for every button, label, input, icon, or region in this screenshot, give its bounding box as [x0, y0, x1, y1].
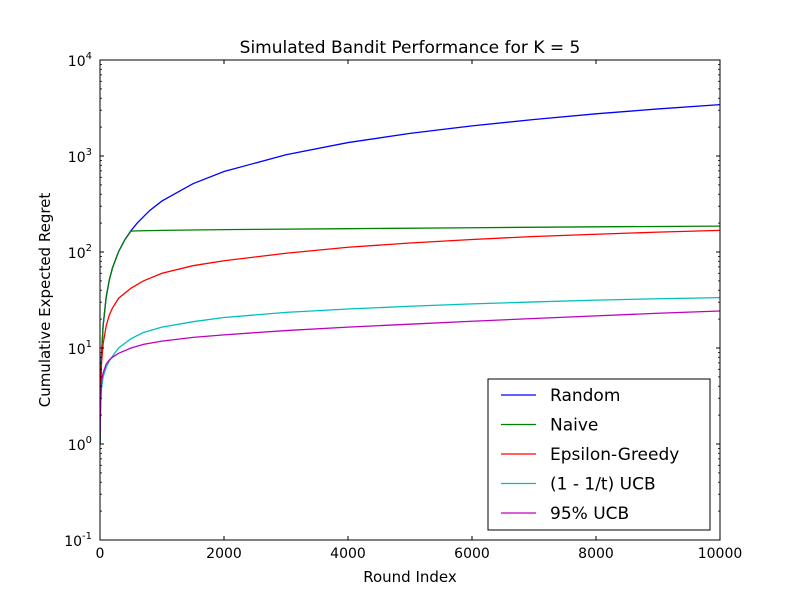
legend-label-1: Naive — [550, 416, 598, 436]
y-tick-label: 10-1 — [64, 531, 92, 550]
x-tick-label: 2000 — [206, 546, 242, 562]
x-tick-label: 8000 — [578, 546, 614, 562]
legend: Random Naive Epsilon-Greedy (1 - 1/t) UCB 95… — [487, 378, 711, 531]
series-line-3 — [100, 296, 720, 437]
y-tick-label: 103 — [68, 147, 92, 166]
series-line-2 — [100, 229, 720, 428]
x-axis-label: Round Index — [363, 568, 457, 586]
legend-label-3: (1 - 1/t) UCB — [550, 475, 656, 495]
series-line-4 — [100, 310, 720, 437]
y-axis-label: Cumulative Expected Regret — [36, 193, 54, 408]
y-tick-label: 102 — [68, 243, 92, 262]
plot-frame — [99, 59, 721, 541]
legend-label-0: Random — [550, 386, 620, 406]
y-tick-label: 104 — [68, 51, 92, 70]
x-tick-label: 0 — [96, 546, 105, 562]
x-tick-label: 6000 — [454, 546, 490, 562]
y-tick-label: 100 — [68, 435, 92, 454]
plot-area: 0 2000 4000 6000 8000 10000 10-1 100 101 102 103 10… — [64, 51, 742, 562]
legend-label-4: 95% UCB — [550, 504, 629, 524]
x-tick-label: 10000 — [698, 546, 743, 562]
y-tick-label: 101 — [68, 339, 92, 358]
legend-label-2: Epsilon-Greedy — [550, 445, 679, 465]
chart-title: Simulated Bandit Performance for K = 5 — [240, 38, 581, 58]
x-tick-label: 4000 — [330, 546, 366, 562]
series-line-1 — [100, 225, 720, 445]
